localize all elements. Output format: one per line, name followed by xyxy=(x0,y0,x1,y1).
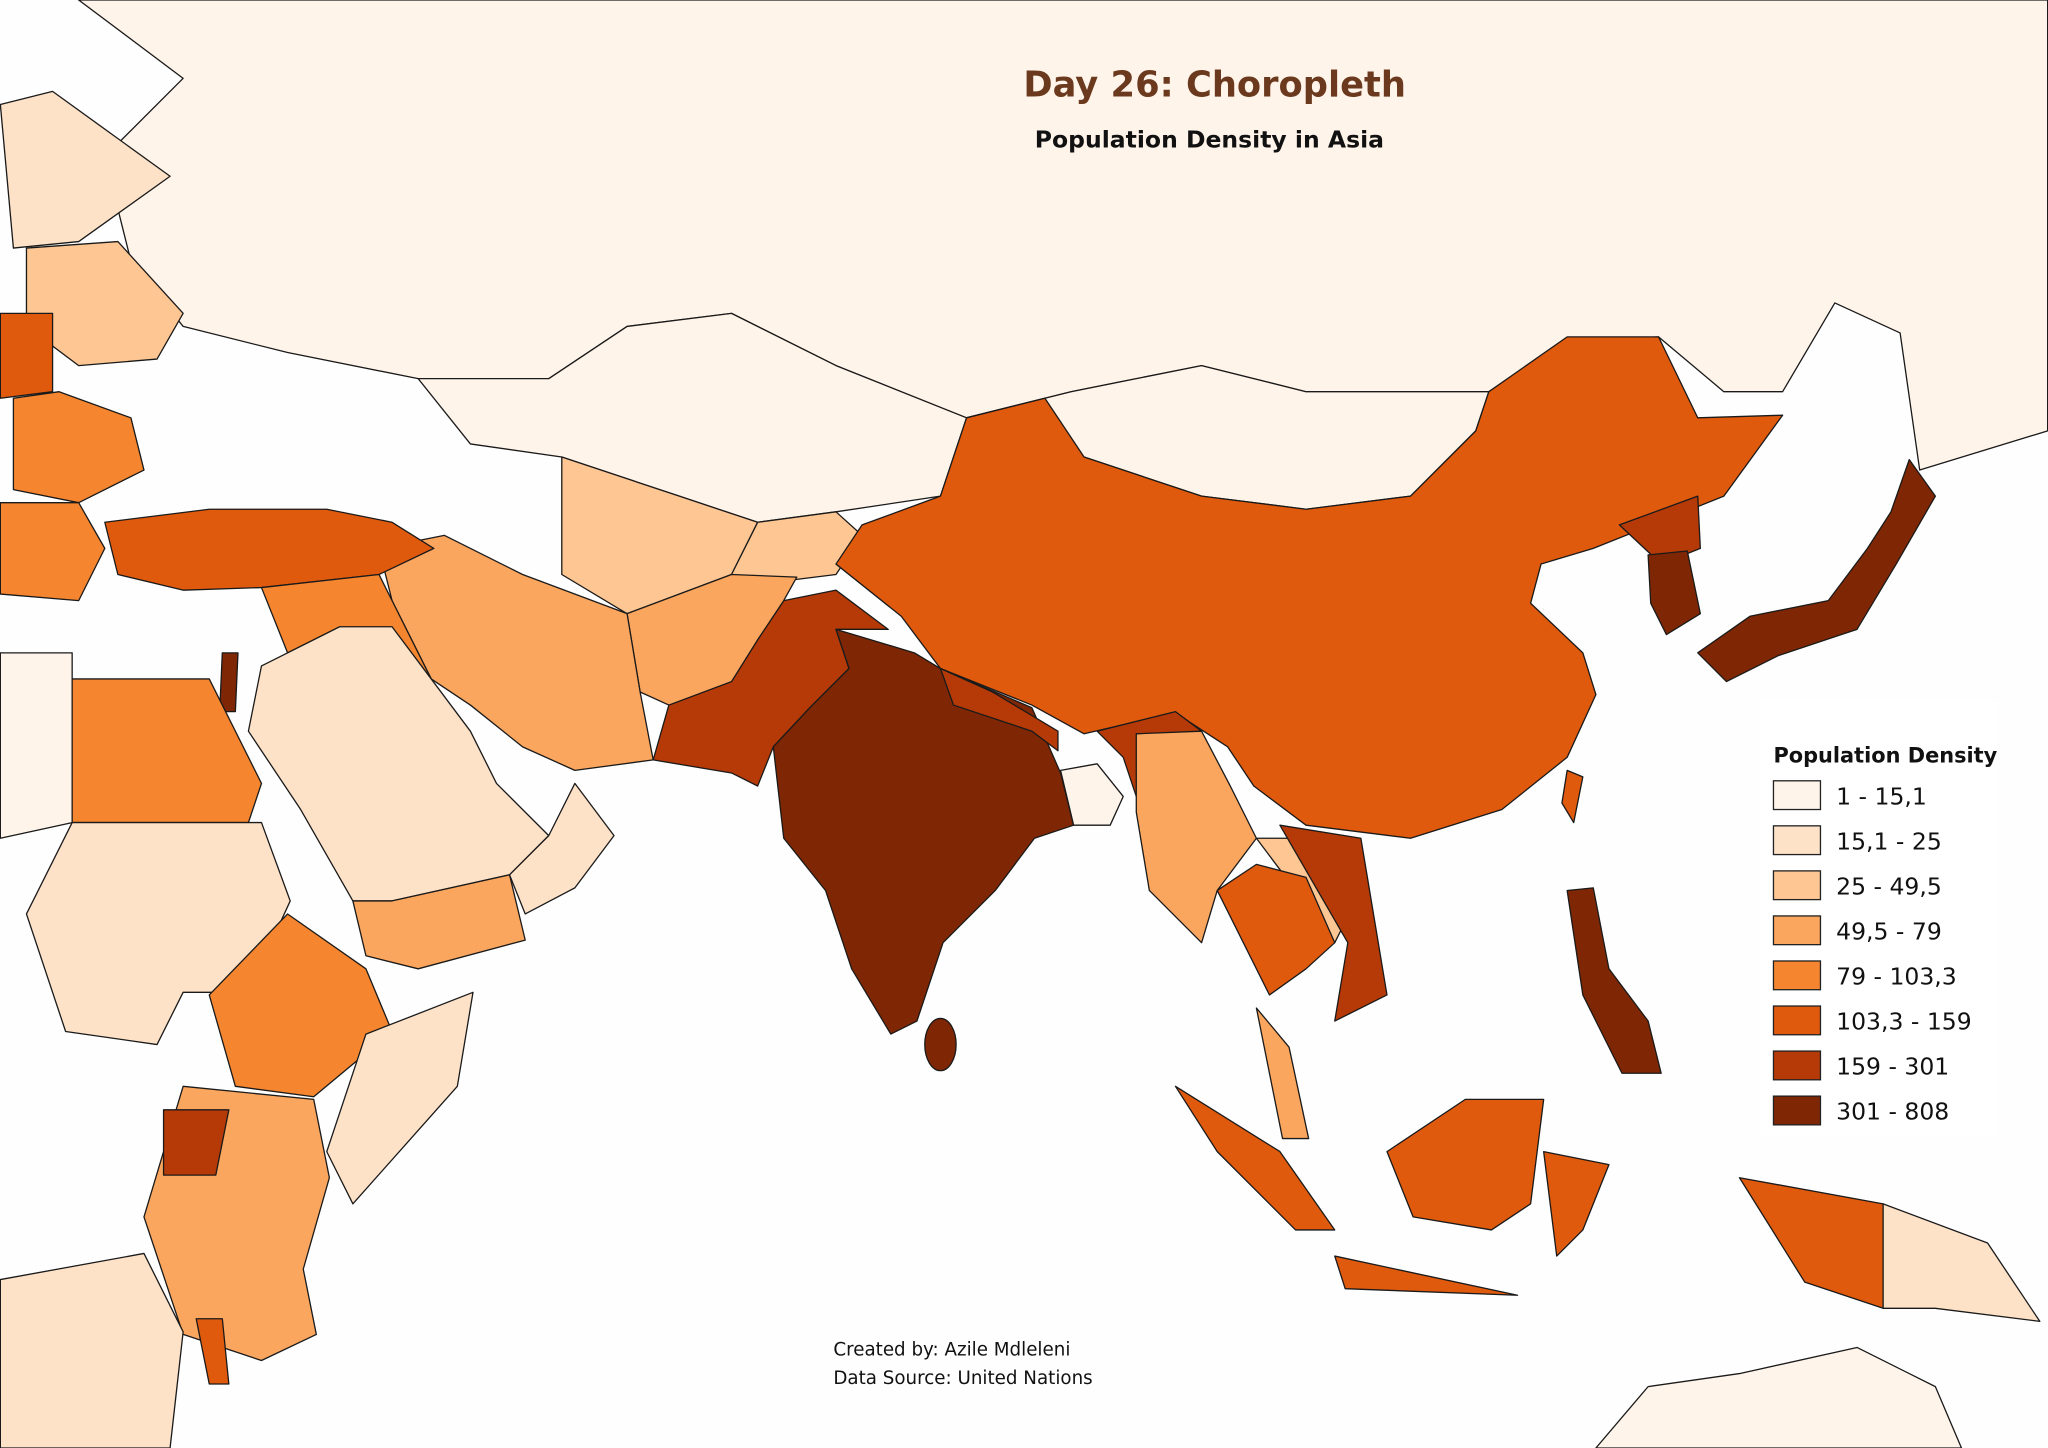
legend-label: 49,5 - 79 xyxy=(1836,917,1942,945)
legend-swatch xyxy=(1772,780,1822,811)
legend-title: Population Density xyxy=(1773,744,1997,768)
legend-label: 25 - 49,5 xyxy=(1836,872,1942,900)
country xyxy=(104,508,435,591)
legend-label: 159 - 301 xyxy=(1836,1053,1949,1081)
legend-swatch xyxy=(1772,1050,1822,1081)
country xyxy=(195,1318,230,1385)
country xyxy=(1595,1346,1963,1448)
legend-swatch xyxy=(1772,915,1822,946)
country xyxy=(1561,769,1584,824)
country xyxy=(1059,763,1124,826)
country xyxy=(772,628,1075,1035)
country xyxy=(939,667,1059,752)
country xyxy=(1334,1255,1519,1296)
legend-label: 1 - 15,1 xyxy=(1836,782,1927,810)
legend-swatch xyxy=(1772,1095,1822,1126)
country xyxy=(71,678,263,824)
legend-label: 79 - 103,3 xyxy=(1836,962,1957,990)
country xyxy=(835,336,1784,839)
country xyxy=(0,1252,184,1448)
country xyxy=(1279,824,1388,1022)
credit: Created by: Azile Mdleleni xyxy=(833,1339,1070,1360)
legend-label: 15,1 - 25 xyxy=(1836,827,1942,855)
country xyxy=(1174,1085,1336,1231)
country xyxy=(1255,1007,1310,1140)
country xyxy=(1697,458,1937,683)
country xyxy=(1882,1203,2041,1323)
country xyxy=(1566,887,1662,1074)
legend-swatch xyxy=(1772,825,1822,856)
country xyxy=(0,652,73,839)
map-title: Day 26: Choropleth xyxy=(1023,65,1406,106)
country xyxy=(0,90,171,249)
legend-swatch xyxy=(1772,870,1822,901)
credit: Data Source: United Nations xyxy=(833,1368,1092,1389)
country xyxy=(1618,495,1701,565)
country xyxy=(1386,1098,1545,1231)
country xyxy=(162,1109,230,1176)
country xyxy=(924,1017,957,1072)
country xyxy=(219,652,239,713)
legend-label: 301 - 808 xyxy=(1836,1098,1949,1126)
legend-label: 103,3 - 159 xyxy=(1836,1008,1972,1036)
country xyxy=(0,312,54,399)
country xyxy=(12,391,145,504)
country xyxy=(1647,550,1701,636)
country xyxy=(1135,730,1258,944)
map-subtitle: Population Density in Asia xyxy=(1035,126,1384,154)
country xyxy=(508,782,615,915)
country xyxy=(0,502,106,602)
country xyxy=(1543,1150,1610,1257)
country xyxy=(1216,863,1336,996)
legend: Population Density 1 - 15,1 15,1 - 25 25 -… xyxy=(1760,701,1999,1136)
legend-swatch xyxy=(1772,1005,1822,1036)
country xyxy=(326,991,474,1205)
country xyxy=(626,573,798,706)
country xyxy=(352,874,526,970)
legend-swatch xyxy=(1772,960,1822,991)
